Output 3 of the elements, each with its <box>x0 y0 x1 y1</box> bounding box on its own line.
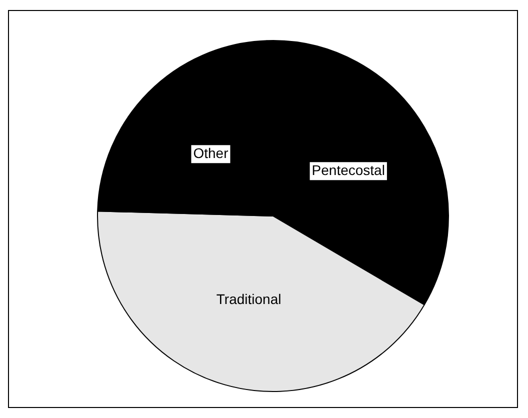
slice-label: Other <box>193 145 229 162</box>
slice-label: Traditional <box>216 291 282 308</box>
slice-label: Pentecostal <box>312 162 385 178</box>
